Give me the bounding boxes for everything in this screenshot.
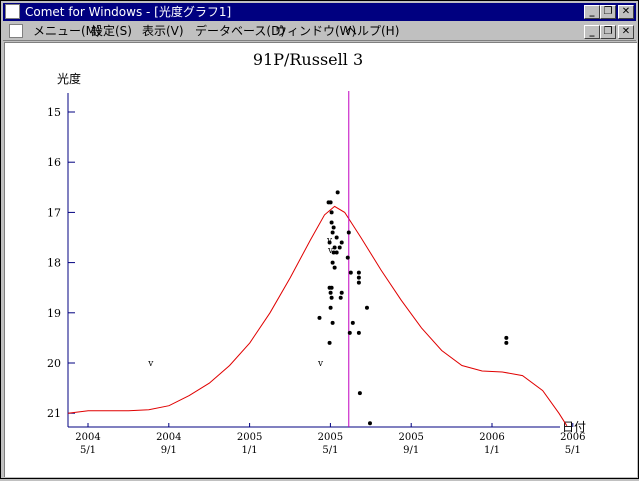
observation-point (327, 340, 332, 345)
chart-area: 91P/Russell 3 光度 日付 15 16 17 18 19 20 21 2004 5… (4, 42, 637, 477)
menu-help[interactable]: ヘルプ(H) (345, 24, 400, 38)
x-tick-date: 1/1 (242, 445, 258, 456)
observation-point (337, 245, 342, 250)
x-axis-label: 日付 (562, 420, 586, 434)
doc-minimize-button[interactable]: _ (584, 25, 600, 39)
observation-point (329, 220, 334, 225)
chart-title: 91P/Russell 3 (253, 50, 363, 69)
x-tick-date: 9/1 (161, 445, 177, 456)
menu-database[interactable]: データベース(D) (195, 24, 286, 38)
upper-limit-mark: v (326, 236, 333, 246)
x-tick-date: 5/1 (565, 445, 581, 456)
y-ticks: 15 16 17 18 19 20 21 (47, 106, 75, 420)
observation-point (317, 315, 322, 320)
observation-point (356, 280, 361, 285)
observation-point (329, 210, 334, 215)
y-tick-label: 21 (47, 407, 61, 420)
observation-point (347, 330, 352, 335)
observation-point (356, 275, 361, 280)
observation-point (328, 305, 333, 310)
observation-point (338, 295, 343, 300)
observation-point (339, 290, 344, 295)
upper-limit-mark: v (147, 359, 154, 369)
restore-button[interactable]: ❐ (600, 5, 616, 19)
x-tick-year: 2006 (560, 432, 585, 443)
observation-point (350, 320, 355, 325)
x-tick-date: 1/1 (484, 445, 500, 456)
y-axis-label: 光度 (57, 71, 81, 86)
y-tick-label: 19 (47, 307, 61, 320)
x-tick-year: 2006 (479, 432, 504, 443)
observation-point (329, 285, 334, 290)
x-tick-date: 5/1 (322, 445, 338, 456)
y-tick-label: 17 (47, 206, 61, 219)
observation-point (348, 270, 353, 275)
x-tick-date: 9/1 (403, 445, 419, 456)
observation-point (328, 200, 333, 205)
observation-points: v vvv (147, 190, 509, 426)
y-tick-label: 16 (47, 156, 61, 169)
x-ticks: 2004 5/1 2004 9/1 2005 1/1 2005 5/1 2005 9/1 2006 1… (75, 423, 586, 456)
title-bar[interactable]: Comet for Windows - [光度グラフ1] _ ❐ ✕ (3, 3, 636, 21)
doc-restore-button[interactable]: ❐ (600, 25, 616, 39)
observation-point (364, 305, 369, 310)
upper-limit-mark: v (327, 246, 334, 256)
menu-window[interactable]: ウィンドウ(W) (275, 24, 357, 38)
observation-point (329, 295, 334, 300)
app-icon[interactable] (5, 4, 20, 19)
x-tick-year: 2005 (237, 432, 262, 443)
x-tick-year: 2004 (156, 432, 181, 443)
observation-point (356, 330, 361, 335)
x-tick-date: 5/1 (80, 445, 96, 456)
observation-point (504, 340, 509, 345)
close-button[interactable]: ✕ (618, 5, 634, 19)
observation-point (330, 260, 335, 265)
minimize-button[interactable]: _ (584, 5, 600, 19)
curve-line (67, 205, 568, 427)
observation-point (339, 240, 344, 245)
predicted-curve (67, 205, 568, 427)
observation-point (334, 250, 339, 255)
observation-point (334, 235, 339, 240)
observation-point (346, 230, 351, 235)
observation-point (332, 245, 337, 250)
menu-bar: メニュー(M) 設定(S) 表示(V) データベース(D) ウィンドウ(W) ヘ… (3, 22, 636, 41)
observation-point (357, 391, 362, 396)
document-icon[interactable] (9, 24, 23, 38)
observation-point (356, 270, 361, 275)
observation-point (335, 190, 340, 195)
observation-point (327, 240, 332, 245)
y-tick-label: 18 (47, 257, 61, 270)
y-tick-label: 20 (47, 357, 61, 370)
x-tick-year: 2005 (318, 432, 343, 443)
upper-limit-mark: v (317, 359, 324, 369)
menu-menu[interactable]: メニュー(M) (33, 24, 101, 38)
window-title: Comet for Windows - [光度グラフ1] (25, 5, 232, 19)
observation-point (330, 320, 335, 325)
observation-point (331, 225, 336, 230)
observation-point (504, 335, 509, 340)
brightness-chart: 91P/Russell 3 光度 日付 15 16 17 18 19 20 21 2004 5… (47, 50, 586, 456)
menu-settings[interactable]: 設定(S) (91, 24, 132, 38)
observation-point (332, 265, 337, 270)
y-tick-label: 15 (47, 106, 61, 119)
observation-point (331, 250, 336, 255)
observation-point (328, 290, 333, 295)
x-tick-year: 2005 (398, 432, 423, 443)
observation-point (345, 255, 350, 260)
x-tick-year: 2004 (75, 432, 100, 443)
observation-point (330, 230, 335, 235)
observation-point (367, 421, 372, 426)
doc-close-button[interactable]: ✕ (618, 25, 634, 39)
menu-view[interactable]: 表示(V) (142, 24, 184, 38)
